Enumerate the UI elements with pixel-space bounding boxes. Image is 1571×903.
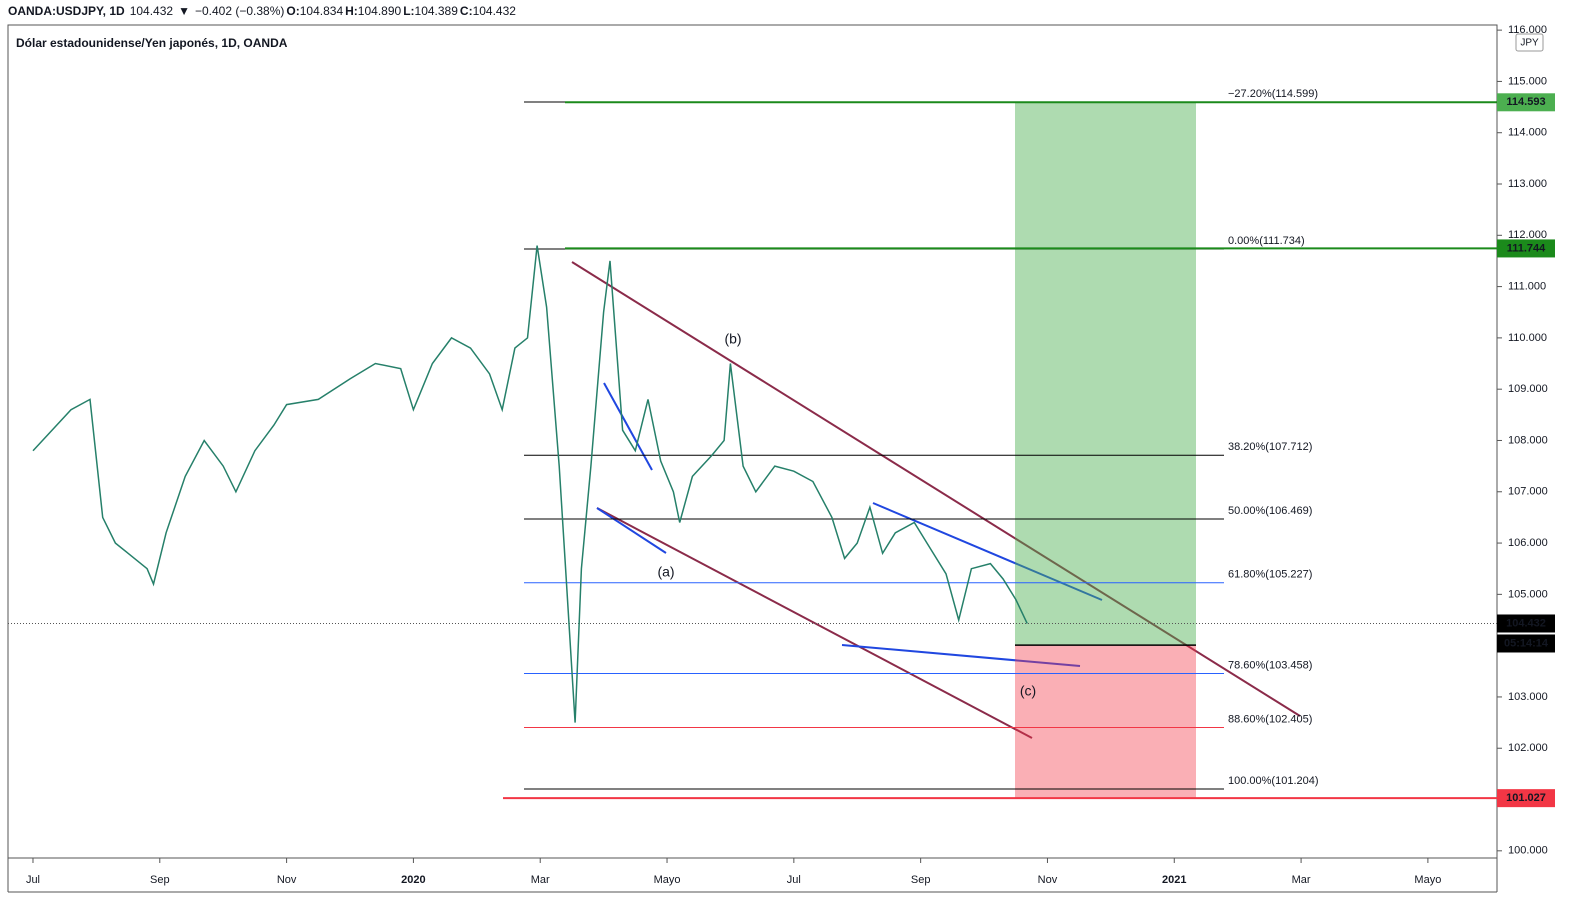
header-text: OANDA:USDJPY, 1D xyxy=(8,4,125,18)
y-tick-label: 102.000 xyxy=(1508,742,1548,754)
fib-label: 78.60%(103.458) xyxy=(1228,659,1312,671)
header-text: ▼ xyxy=(178,4,190,18)
header-text: 104.834 xyxy=(300,4,344,18)
wave-label: (b) xyxy=(724,331,741,347)
x-tick-label: Mar xyxy=(1292,874,1311,886)
trendline xyxy=(596,507,1033,739)
x-tick-label: Mar xyxy=(531,874,550,886)
x-tick-label: Jul xyxy=(26,874,40,886)
x-tick-label: Sep xyxy=(911,874,931,886)
trendline xyxy=(841,644,1081,667)
stop-zone xyxy=(1015,645,1196,799)
currency-badge xyxy=(1515,33,1544,52)
header-text: 104.890 xyxy=(358,4,402,18)
wave-label: (a) xyxy=(657,564,674,580)
price-tag xyxy=(1497,93,1555,112)
y-tick-label: 112.000 xyxy=(1508,229,1547,241)
price-tag xyxy=(1497,789,1555,808)
price-tag-label: 114.593 xyxy=(1506,96,1545,108)
y-tick-label: 105.000 xyxy=(1508,588,1548,600)
price-tag-label: 111.744 xyxy=(1507,242,1546,254)
header-text: 104.432 xyxy=(473,4,517,18)
y-tick-label: 113.000 xyxy=(1508,178,1547,190)
price-tag-label: 101.027 xyxy=(1506,792,1546,804)
x-tick-label: Nov xyxy=(277,874,297,886)
fib-label: 61.80%(105.227) xyxy=(1228,569,1312,581)
fib-label: 100.00%(101.204) xyxy=(1228,775,1319,787)
x-tick-label: Sep xyxy=(150,874,170,886)
x-tick-label: 2020 xyxy=(401,874,425,886)
y-tick-label: 111.000 xyxy=(1508,281,1546,293)
header-text: L: xyxy=(403,4,414,18)
price-tag-label: 104.432 xyxy=(1506,617,1546,629)
chart-title: Dólar estadounidense/Yen japonés, 1D, OA… xyxy=(16,36,288,50)
y-tick-label: 100.000 xyxy=(1508,845,1548,857)
trendline xyxy=(571,261,1301,717)
x-tick-label: Nov xyxy=(1038,874,1058,886)
fib-label: 50.00%(106.469) xyxy=(1228,505,1312,517)
x-tick-label: Mayo xyxy=(1414,874,1441,886)
header-text: 104.432 xyxy=(130,4,174,18)
currency-label: JPY xyxy=(1520,38,1539,49)
fib-label: 0.00%(111.734) xyxy=(1228,235,1305,247)
y-tick-label: 106.000 xyxy=(1508,537,1548,549)
header-text: 104.389 xyxy=(415,4,459,18)
fib-label: 88.60%(102.405) xyxy=(1228,713,1312,725)
x-tick-label: Mayo xyxy=(654,874,681,886)
y-tick-label: 108.000 xyxy=(1508,434,1548,446)
x-tick-label: Jul xyxy=(787,874,801,886)
countdown-label: 05:14:14 xyxy=(1504,637,1549,649)
y-tick-label: 110.000 xyxy=(1508,332,1547,344)
target-zone xyxy=(1015,102,1196,646)
y-tick-label: 116.000 xyxy=(1508,24,1547,36)
y-tick-label: 109.000 xyxy=(1508,383,1548,395)
y-tick-label: 103.000 xyxy=(1508,691,1548,703)
y-tick-label: 115.000 xyxy=(1508,75,1547,87)
y-tick-label: 114.000 xyxy=(1508,127,1547,139)
price-line xyxy=(32,245,1028,723)
header-text: O: xyxy=(286,4,299,18)
y-tick-label: 107.000 xyxy=(1508,486,1548,498)
header-text: H: xyxy=(345,4,358,18)
fib-label: 38.20%(107.712) xyxy=(1228,441,1312,453)
wave-label: (c) xyxy=(1020,683,1036,699)
x-tick-label: 2021 xyxy=(1162,874,1186,886)
header: OANDA:USDJPY, 1D 104.432 ▼ −0.402 (−0.38%) O… xyxy=(8,4,516,18)
price-tag xyxy=(1497,239,1555,258)
fib-label: −27.20%(114.599) xyxy=(1228,88,1318,100)
header-text: C: xyxy=(460,4,473,18)
trendline xyxy=(596,507,667,554)
header-text: −0.402 (−0.38%) xyxy=(195,4,284,18)
price-tag xyxy=(1497,614,1555,633)
countdown-tag xyxy=(1497,634,1555,653)
